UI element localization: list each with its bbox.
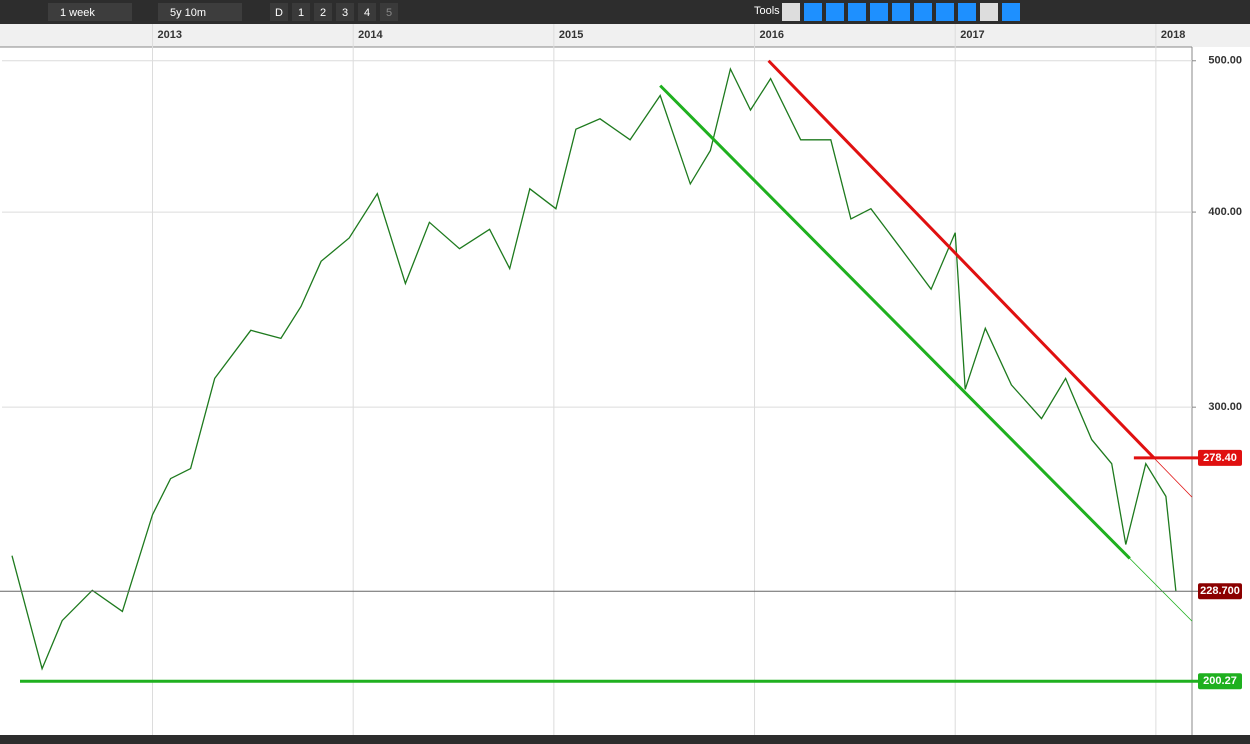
bottom-bar bbox=[0, 735, 1250, 744]
price-tag-label: 228.700 bbox=[1200, 585, 1240, 597]
tool-icon[interactable] bbox=[804, 3, 822, 21]
toolbar-button[interactable] bbox=[380, 3, 398, 21]
year-header bbox=[0, 24, 1250, 47]
x-tick-label: 2017 bbox=[960, 29, 984, 41]
tool-icon[interactable] bbox=[936, 3, 954, 21]
price-tag bbox=[1198, 673, 1242, 690]
toolbar-button-label: D bbox=[275, 7, 283, 19]
tool-icon[interactable] bbox=[958, 3, 976, 21]
toolbar-buttons: D 1 2 3 4 5 bbox=[270, 3, 1020, 21]
toolbar-button[interactable] bbox=[270, 3, 288, 21]
x-tick-label: 2013 bbox=[158, 29, 182, 41]
toolbar-button-label: 3 bbox=[342, 7, 348, 19]
trendline-extension bbox=[1129, 558, 1193, 622]
tool-icon[interactable] bbox=[826, 3, 844, 21]
toolbar-button-label: 4 bbox=[364, 7, 370, 19]
tool-icon[interactable] bbox=[980, 3, 998, 21]
toolbar-button[interactable] bbox=[336, 3, 354, 21]
range-select[interactable] bbox=[158, 3, 242, 21]
x-tick-label: 2018 bbox=[1161, 29, 1185, 41]
interval-select[interactable] bbox=[48, 3, 132, 21]
y-tick-label: 400.00 bbox=[1208, 206, 1242, 218]
trendline-extension bbox=[1153, 457, 1193, 498]
y-tick-label: 500.00 bbox=[1208, 55, 1242, 67]
tool-icon[interactable] bbox=[870, 3, 888, 21]
price-tag bbox=[1198, 583, 1242, 600]
x-tick-label: 2016 bbox=[760, 29, 784, 41]
price-tag bbox=[1198, 449, 1242, 466]
x-tick-label: 2014 bbox=[358, 29, 383, 41]
tools-label: Tools bbox=[754, 5, 780, 17]
y-tick-label: 300.00 bbox=[1208, 401, 1242, 413]
tool-icon[interactable] bbox=[848, 3, 866, 21]
toolbar-button-label: 1 bbox=[298, 7, 304, 19]
trendline bbox=[767, 59, 1155, 459]
tool-icon[interactable] bbox=[914, 3, 932, 21]
tool-icon[interactable] bbox=[1002, 3, 1020, 21]
interval-text: 1 week bbox=[60, 7, 95, 19]
x-tick-label: 2015 bbox=[559, 29, 583, 41]
price-tag-label: 200.27 bbox=[1203, 675, 1237, 687]
tool-icon[interactable] bbox=[892, 3, 910, 21]
price-tag-label: 278.40 bbox=[1203, 452, 1237, 464]
toolbar-button[interactable] bbox=[314, 3, 332, 21]
price-line bbox=[11, 67, 1177, 671]
range-text: 5y 10m bbox=[170, 7, 206, 19]
toolbar-button[interactable] bbox=[358, 3, 376, 21]
toolbar-button[interactable] bbox=[292, 3, 310, 21]
tool-icon[interactable] bbox=[782, 3, 800, 21]
toolbar-button-label: 5 bbox=[386, 7, 392, 19]
trendline bbox=[659, 84, 1131, 560]
toolbar-button-label: 2 bbox=[320, 7, 326, 19]
